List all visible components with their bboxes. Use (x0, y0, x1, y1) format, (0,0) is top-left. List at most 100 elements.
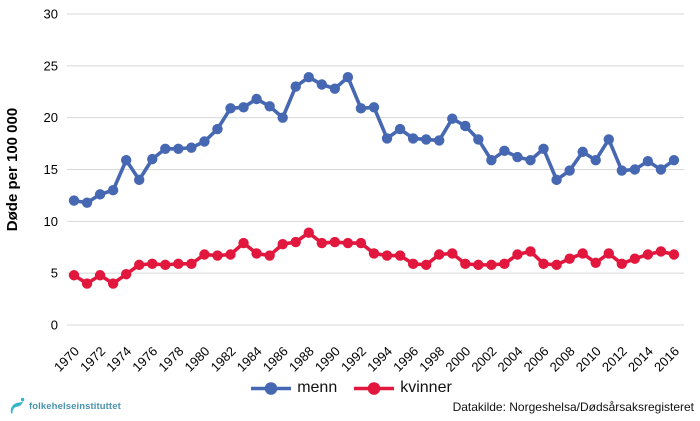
data-point (499, 258, 510, 270)
legend-marker-kvinner-icon (354, 381, 395, 395)
data-point (590, 154, 601, 166)
x-tick-label: 1996 (390, 344, 421, 372)
data-point (212, 250, 223, 261)
data-point (329, 236, 341, 248)
data-point (447, 248, 458, 259)
x-tick-label: 1980 (181, 344, 212, 372)
data-point (434, 135, 445, 146)
y-tick-label: 10 (44, 214, 58, 229)
fhi-swirl-icon (10, 397, 25, 414)
x-tick-label: 2010 (573, 344, 604, 372)
x-tick-label: 1978 (155, 344, 186, 372)
data-point (212, 123, 223, 135)
data-point (616, 258, 628, 270)
legend-label-menn: menn (297, 379, 338, 396)
data-point (473, 134, 484, 145)
y-axis-title: Døde per 100 000 (4, 108, 21, 231)
chart-legend: menn kvinner (0, 379, 700, 397)
data-point (147, 153, 158, 165)
data-point (120, 154, 132, 166)
data-point (460, 120, 471, 132)
data-point (512, 151, 523, 163)
data-point (551, 174, 562, 186)
data-point (277, 238, 288, 250)
data-point (186, 258, 197, 270)
data-point (590, 257, 601, 268)
data-point (173, 258, 184, 270)
x-axis-tick-labels: 1970197219741976197819801982198419861988… (51, 344, 682, 372)
x-tick-label: 1984 (234, 344, 265, 372)
data-point (290, 81, 301, 92)
series-menn (68, 72, 680, 208)
data-point (616, 165, 628, 176)
data-point (655, 164, 667, 175)
y-tick-label: 5 (51, 266, 58, 281)
data-point (160, 259, 171, 271)
data-point (355, 103, 367, 114)
fhi-logo: folkehelseinstituttet (8, 397, 121, 416)
y-tick-label: 25 (44, 58, 58, 73)
x-tick-label: 1970 (51, 344, 82, 372)
x-tick-label: 1988 (286, 344, 317, 372)
data-point (225, 249, 236, 260)
legend-dot-menn (264, 381, 278, 395)
swirl-shape (10, 401, 23, 414)
x-tick-label: 1992 (338, 344, 369, 372)
data-point (264, 101, 275, 112)
data-point (551, 259, 562, 271)
data-point (81, 278, 93, 289)
x-tick-label: 2008 (547, 344, 578, 372)
data-point (420, 259, 432, 271)
x-tick-label: 2014 (625, 344, 656, 372)
data-point (303, 72, 314, 83)
data-point (316, 79, 328, 90)
data-point (107, 185, 119, 196)
data-point (342, 72, 354, 83)
data-point (81, 197, 93, 208)
data-point (225, 103, 236, 114)
data-point (368, 102, 380, 113)
data-point (407, 133, 419, 144)
data-point (420, 134, 432, 145)
data-point (160, 143, 171, 154)
data-point (94, 270, 106, 281)
data-point (68, 195, 80, 206)
y-axis-tick-labels: 0 5 10 15 20 25 30 (44, 7, 58, 333)
x-tick-label: 2002 (468, 344, 499, 372)
data-point (303, 227, 314, 238)
data-point (94, 189, 106, 200)
data-point (134, 259, 145, 271)
data-point (460, 258, 471, 270)
data-point (655, 246, 667, 257)
data-point (329, 83, 341, 94)
data-point (264, 250, 275, 261)
data-point (381, 133, 393, 144)
x-tick-label: 1974 (103, 344, 134, 372)
data-point (629, 164, 641, 175)
data-point (525, 154, 536, 166)
legend-label-kvinner: kvinner (400, 379, 452, 396)
swirl-dot (20, 397, 25, 402)
data-point (525, 246, 536, 257)
data-point (473, 259, 484, 271)
data-point (603, 134, 614, 145)
chart-svg: 0 5 10 15 20 25 30 Døde per 100 000 197019721974… (4, 7, 684, 372)
data-point (238, 237, 249, 249)
data-point (512, 249, 523, 260)
data-point (577, 146, 588, 158)
data-point (629, 253, 641, 264)
data-point (120, 269, 132, 280)
x-tick-label: 2016 (651, 344, 682, 372)
x-tick-label: 2006 (521, 344, 552, 372)
x-tick-label: 2004 (495, 344, 526, 372)
x-tick-label: 1982 (208, 344, 239, 372)
data-point (173, 143, 184, 154)
data-point (538, 258, 549, 270)
data-point (238, 102, 249, 113)
data-point (642, 249, 654, 260)
series-kvinner (68, 227, 680, 289)
fhi-logo-text: folkehelseinstituttet (29, 401, 121, 412)
data-point (381, 250, 393, 261)
gridlines (67, 13, 684, 326)
data-point (277, 112, 288, 123)
